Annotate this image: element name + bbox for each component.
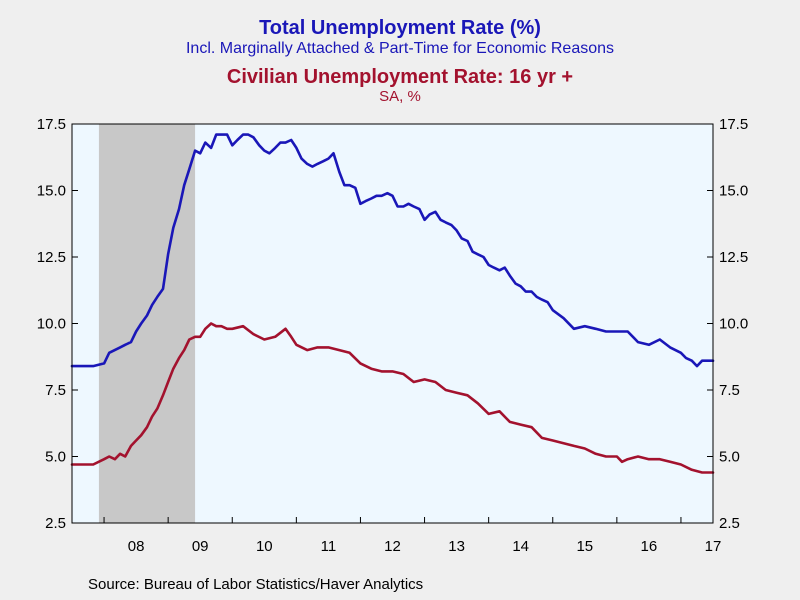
recession-shading-group (98, 124, 196, 523)
x-tick-label: 17 (705, 538, 722, 555)
x-tick-label: 14 (512, 538, 529, 555)
y-tick-label-left: 17.5 (37, 116, 66, 133)
series-line-2 (70, 322, 715, 474)
chart-title: Total Unemployment Rate (%) (259, 17, 541, 39)
y-tick-label-right: 12.5 (719, 249, 748, 266)
y-tick-label-right: 17.5 (719, 116, 748, 133)
chart-subtitle: Incl. Marginally Attached & Part-Time fo… (185, 40, 615, 57)
x-tick-label: 12 (384, 538, 401, 555)
x-tick-label: 09 (192, 538, 209, 555)
chart-subtitle-2: SA, % (379, 88, 421, 105)
x-tick-label: 13 (448, 538, 465, 555)
chart-title-2: Civilian Unemployment Rate: 16 yr + (226, 66, 574, 88)
x-tick-label: 10 (256, 538, 273, 555)
plot-border (71, 123, 714, 524)
y-tick-label-left: 5.0 (45, 449, 66, 466)
series-line-1 (70, 133, 715, 368)
x-tick-label: 15 (576, 538, 593, 555)
y-tick-label-right: 15.0 (719, 183, 748, 200)
y-tick-label-right: 2.5 (719, 515, 740, 532)
y-tick-label-left: 10.0 (37, 316, 66, 333)
y-tick-label-left: 2.5 (45, 515, 66, 532)
y-tick-label-left: 15.0 (37, 183, 66, 200)
source-note: Source: Bureau of Labor Statistics/Haver… (88, 576, 424, 593)
x-tick-label: 11 (321, 538, 337, 555)
recession-shading (98, 124, 196, 523)
y-tick-label-left: 7.5 (45, 382, 66, 399)
y-tick-label-right: 5.0 (719, 449, 740, 466)
x-tick-label: 08 (128, 538, 145, 555)
x-tick-label: 16 (641, 538, 658, 555)
y-tick-label-right: 10.0 (719, 316, 748, 333)
ticks-group: 17.5 17.5 15.0 15.0 12.5 12.5 10.0 10.0 7.5 7.5 5.… (37, 116, 748, 555)
y-tick-label-right: 7.5 (719, 382, 740, 399)
series-group (70, 133, 715, 474)
y-tick-label-left: 12.5 (37, 249, 66, 266)
